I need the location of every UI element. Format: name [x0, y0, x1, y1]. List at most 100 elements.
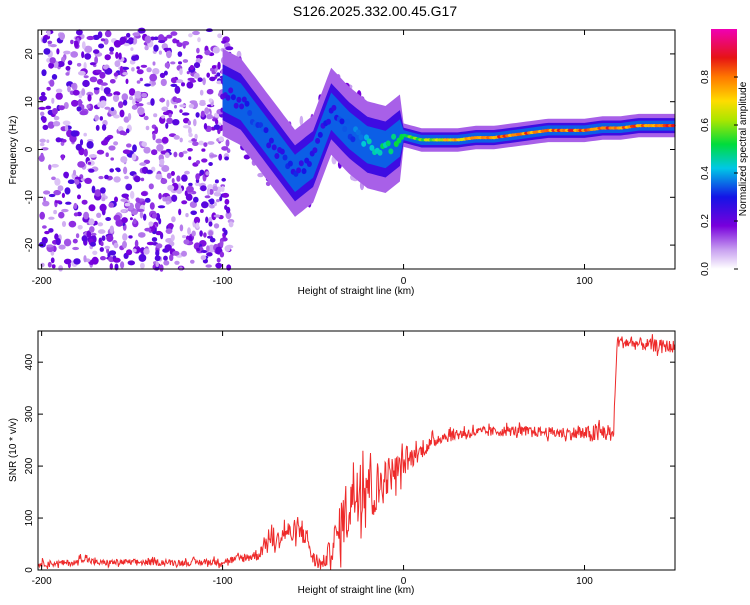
ridge-point: [364, 134, 369, 141]
noise-blob: [201, 158, 208, 163]
noise-blob: [84, 177, 92, 184]
snr-x-ticks: -200 -100 0 100: [32, 331, 593, 587]
noise-blob: [174, 85, 181, 94]
noise-blob: [146, 169, 153, 174]
noise-blob: [99, 203, 107, 212]
noise-blob: [125, 183, 133, 191]
noise-blob: [42, 200, 50, 207]
noise-blob: [200, 255, 207, 261]
noise-blob: [105, 217, 112, 221]
noise-blob: [41, 116, 47, 123]
noise-blob: [84, 53, 92, 60]
noise-blob: [135, 201, 141, 210]
noise-blob: [144, 35, 152, 44]
noise-blob: [163, 47, 171, 51]
noise-blob: [109, 168, 114, 173]
noise-blob: [209, 76, 216, 82]
noise-blob: [39, 138, 46, 143]
noise-blob: [86, 230, 92, 238]
ridge-point: [306, 161, 312, 167]
noise-blob: [202, 77, 206, 86]
noise-blob: [123, 43, 130, 47]
noise-blob: [72, 238, 78, 244]
noise-blob: [113, 141, 119, 146]
noise-blob: [119, 109, 125, 118]
noise-blob: [151, 213, 158, 219]
noise-blob: [213, 201, 217, 207]
noise-blob: [170, 234, 175, 242]
noise-blob: [113, 176, 121, 183]
noise-blob: [77, 99, 83, 107]
noise-blob: [190, 210, 197, 216]
noise-blob: [64, 124, 69, 132]
noise-blob: [222, 192, 230, 198]
y-tick-label: 10: [24, 96, 35, 108]
noise-blob: [141, 141, 147, 147]
noise-blob: [190, 79, 197, 83]
noise-blob: [83, 148, 88, 157]
noise-blob: [105, 152, 109, 157]
noise-blob: [159, 264, 164, 272]
noise-blob: [99, 247, 105, 252]
noise-blob: [207, 187, 210, 196]
colorbar-ticks: 0.0 0.2 0.4 0.6 0.8: [700, 70, 738, 276]
noise-blob: [39, 211, 45, 220]
noise-blob: [125, 128, 130, 134]
noise-blob: [126, 32, 131, 38]
noise-blob: [131, 104, 138, 110]
noise-blob: [206, 252, 213, 257]
noise-blob: [73, 202, 78, 210]
noise-blob: [193, 196, 199, 203]
noise-blob: [63, 50, 71, 55]
ridge-point: [366, 138, 372, 145]
noise-blob: [113, 91, 121, 96]
ridge-point: [279, 148, 285, 155]
noise-blob: [78, 70, 86, 76]
y-tick-label: 300: [24, 405, 35, 422]
noise-blob: [104, 30, 112, 38]
noise-blob: [51, 176, 56, 181]
noise-blob: [175, 98, 182, 103]
noise-blob: [132, 218, 137, 225]
noise-blob: [199, 230, 203, 237]
noise-blob: [172, 250, 180, 256]
noise-blob: [135, 197, 141, 203]
noise-blob: [131, 55, 138, 61]
noise-blob: [187, 120, 191, 126]
noise-blob: [43, 48, 51, 55]
noise-blob: [143, 213, 147, 221]
noise-blob: [185, 213, 189, 218]
noise-blob: [128, 96, 134, 101]
noise-blob: [68, 220, 77, 228]
noise-blob: [166, 34, 173, 39]
noise-blob: [124, 175, 129, 180]
noise-blob: [58, 105, 65, 111]
noise-blob: [143, 248, 150, 255]
noise-blob: [47, 261, 52, 268]
noise-blob: [156, 144, 164, 152]
noise-blob: [46, 29, 51, 37]
ridge-point: [342, 126, 348, 132]
noise-blob: [148, 221, 154, 227]
noise-blob: [200, 110, 205, 118]
noise-blob: [163, 255, 168, 261]
noise-blob: [40, 262, 45, 268]
ridge-point: [331, 104, 337, 111]
noise-blob: [104, 136, 111, 141]
noise-blob: [136, 208, 145, 212]
noise-blob: [61, 192, 65, 198]
noise-blob: [225, 46, 234, 51]
noise-blob: [203, 232, 207, 238]
noise-blob: [195, 112, 200, 118]
noise-blob: [101, 197, 106, 202]
noise-blob: [50, 257, 55, 264]
noise-blob: [170, 31, 178, 36]
noise-blob: [205, 171, 210, 176]
noise-blob: [109, 263, 114, 270]
noise-blob: [197, 37, 201, 43]
noise-blob: [158, 40, 166, 44]
noise-blob: [152, 132, 156, 141]
colorbar: 0.0 0.2 0.4 0.6 0.8 Normalized spectral ampl…: [700, 29, 749, 276]
noise-blob: [186, 185, 194, 193]
